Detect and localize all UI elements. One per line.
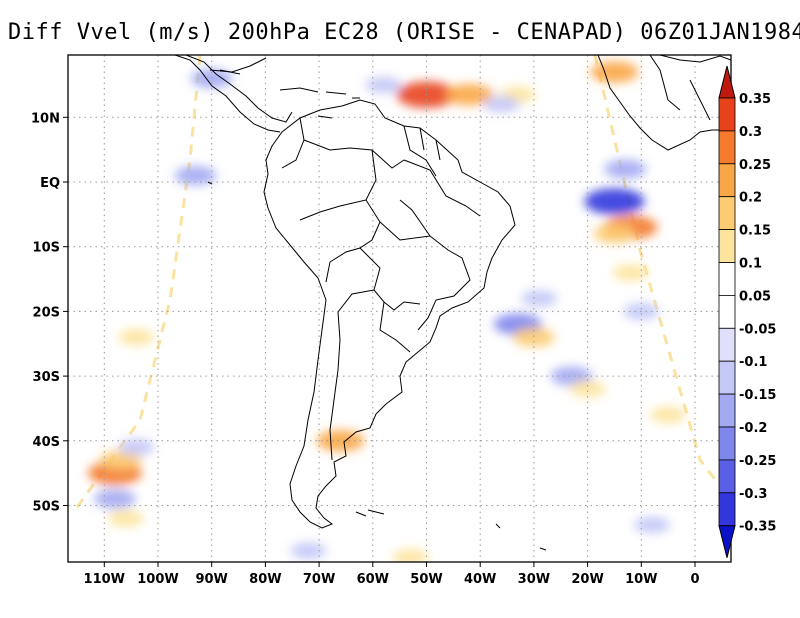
anomaly-blob: [118, 438, 155, 456]
domain-boundary: [73, 55, 731, 511]
south-america-outline: [263, 99, 516, 529]
anomaly-blob: [107, 510, 144, 527]
coastlines: [174, 55, 731, 551]
colorbar-segment: [718, 327, 736, 362]
anomaly-blob: [593, 224, 636, 244]
anomaly-blob: [604, 159, 647, 179]
x-tick-label: 100W: [137, 572, 178, 587]
colorbar-label: -0.1: [739, 355, 767, 370]
colorbar-label: -0.35: [739, 520, 776, 535]
anomaly-blob: [316, 430, 365, 452]
anomaly-blob: [445, 83, 494, 106]
colorbar-segment: [718, 163, 736, 198]
colorbar-segment: [718, 426, 736, 461]
anomaly-blob: [118, 328, 155, 346]
grid-lines: [68, 55, 731, 562]
y-tick-label: 10S: [33, 241, 60, 256]
x-axis: 110W 100W 90W 80W 70W 60W 50W 40W 30W 20W 10W 0: [84, 562, 700, 587]
anomaly-field: [88, 61, 687, 562]
anomaly-blob: [512, 327, 555, 347]
africa-outline: [597, 55, 731, 151]
x-tick-label: 110W: [84, 572, 125, 587]
anomaly-blob: [174, 165, 217, 186]
colorbar-label: -0.05: [739, 322, 776, 337]
central-america-outline: [174, 55, 293, 133]
colorbar-label: -0.2: [739, 421, 767, 436]
x-tick-label: 40W: [464, 572, 496, 587]
x-tick-label: 10W: [625, 572, 657, 587]
colorbar-segment: [718, 492, 736, 527]
y-tick-label: 50S: [33, 500, 60, 515]
colorbar-segment: [718, 393, 736, 428]
colorbar-segment: [718, 262, 736, 296]
anomaly-blob: [365, 76, 402, 94]
colorbar-label: 0.1: [739, 257, 762, 272]
anomaly-blob: [521, 290, 558, 307]
colorbar-bottom-arrow: [718, 525, 736, 558]
colorbar-label: -0.15: [739, 388, 776, 403]
y-tick-label: 40S: [33, 435, 60, 450]
x-tick-label: 90W: [195, 572, 227, 587]
x-tick-label: 20W: [571, 572, 603, 587]
anomaly-blob: [550, 366, 593, 386]
anomaly-blob: [94, 489, 136, 509]
x-tick-label: 60W: [357, 572, 389, 587]
y-tick-label: 10N: [31, 111, 60, 126]
y-tick-label: 30S: [33, 370, 60, 385]
y-tick-label: EQ: [40, 176, 60, 191]
anomaly-blob: [612, 264, 649, 281]
colorbar-segment: [718, 459, 736, 494]
colorbar-top-arrow: [718, 65, 736, 99]
colorbar-label: 0.2: [739, 191, 762, 206]
anomaly-blob: [634, 516, 670, 534]
anomaly-blob: [392, 548, 429, 562]
colorbar-label: -0.3: [739, 487, 767, 502]
anomaly-blob: [290, 542, 327, 560]
colorbar-label: -0.25: [739, 454, 776, 469]
anomaly-blob: [650, 406, 687, 424]
colorbar-label: 0.25: [739, 158, 771, 173]
anomaly-blob: [590, 61, 639, 83]
colorbar-label: 0.15: [739, 224, 771, 239]
x-tick-label: 70W: [303, 572, 335, 587]
x-tick-label: 0: [690, 572, 699, 587]
colorbar-label: 0.05: [739, 289, 771, 304]
colorbar: 0.35 0.3 0.25 0.2 0.15 0.1 0.05 -0.05 -0.1 -0.15 -…: [718, 65, 776, 558]
anomaly-blob: [483, 96, 520, 113]
anomaly-blob: [99, 450, 142, 470]
anomaly-blob: [584, 188, 645, 215]
anomaly-blob: [569, 380, 606, 398]
y-tick-label: 20S: [33, 305, 60, 320]
chart-title: Diff Vvel (m/s) 200hPa EC28 (ORISE - CEN…: [8, 20, 800, 45]
colorbar-segment: [718, 130, 736, 165]
x-tick-label: 50W: [410, 572, 442, 587]
colorbar-segment: [718, 229, 736, 263]
y-axis: 10N EQ 10S 20S 30S 40S 50S: [31, 111, 68, 515]
colorbar-label: 0.35: [739, 92, 771, 107]
colorbar-segment: [718, 294, 736, 329]
colorbar-segment: [718, 97, 736, 132]
x-tick-label: 80W: [249, 572, 281, 587]
colorbar-segment: [718, 196, 736, 230]
x-tick-label: 30W: [518, 572, 550, 587]
colorbar-label: 0.3: [739, 125, 762, 140]
colorbar-segment: [718, 360, 736, 395]
